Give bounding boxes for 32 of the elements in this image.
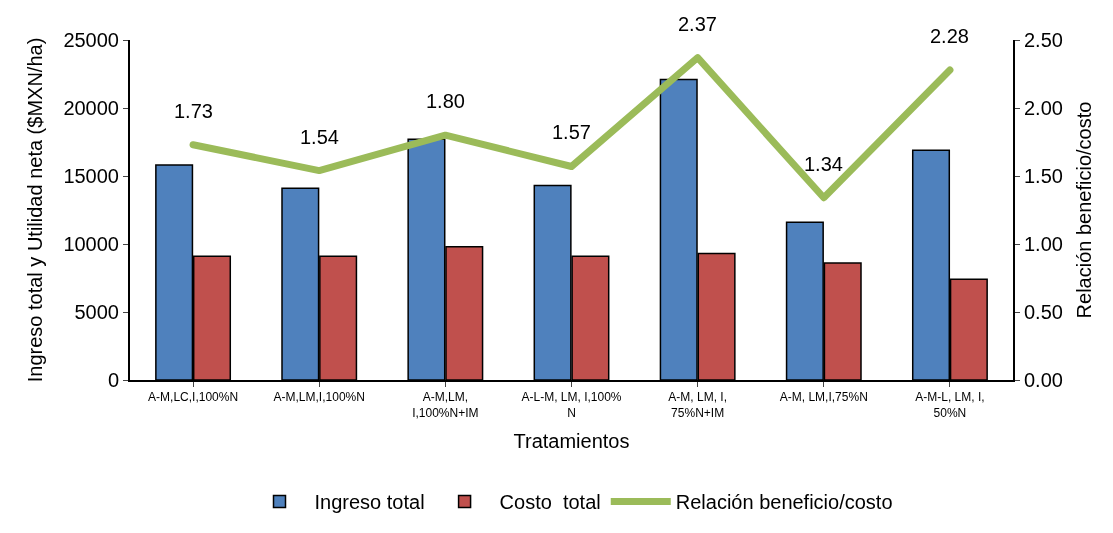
legend-label: Costo total (499, 491, 601, 514)
y-tick-label: 15000 (63, 165, 119, 187)
y2-tick-label: 2.00 (1024, 97, 1063, 119)
legend-label: Ingreso total (314, 491, 425, 514)
data-label: 1.80 (426, 90, 465, 112)
y2-tick-label: 2.50 (1024, 29, 1063, 51)
y-tick-label: 0 (107, 369, 119, 391)
x-tick-label: A-M,LM,I,100%N (273, 390, 365, 405)
y-axis-title: Ingreso total y Utilidad neta ($MXN/ha) (24, 37, 47, 383)
data-label: 1.54 (300, 126, 339, 148)
data-label: 2.28 (930, 25, 969, 47)
y-tick-label: 5000 (74, 301, 119, 323)
y-tick-label: 10000 (63, 233, 119, 255)
y2-tick-label: 1.50 (1024, 165, 1063, 187)
x-axis-title: Tratamientos (513, 430, 630, 452)
data-label: 1.73 (174, 100, 213, 122)
data-label: 1.57 (552, 121, 591, 143)
x-tick-label: A-M, LM,I,75%N (779, 390, 868, 405)
y2-tick-label: 0.00 (1024, 369, 1063, 391)
x-tick-label: A-L-M, LM, I,100% N (521, 390, 622, 420)
x-tick-label: A-M,LM, I,100%N+IM (412, 390, 479, 420)
data-label: 1.34 (804, 153, 843, 175)
y-tick-label: 20000 (63, 97, 119, 119)
y2-tick-label: 1.00 (1024, 233, 1063, 255)
legend-label: Relación beneficio/costo (675, 491, 893, 514)
y2-tick-label: 0.50 (1024, 301, 1063, 323)
data-label: 2.37 (678, 13, 717, 35)
y2-axis-title: Relación beneficio/costo (1072, 101, 1095, 319)
x-tick-label: A-M, LM, I, 75%N+IM (668, 390, 727, 420)
x-tick-label: A-M,LC,I,100%N (148, 390, 239, 405)
y-tick-label: 25000 (63, 29, 119, 51)
x-tick-label: A-M-L, LM, I, 50%N (915, 390, 985, 420)
